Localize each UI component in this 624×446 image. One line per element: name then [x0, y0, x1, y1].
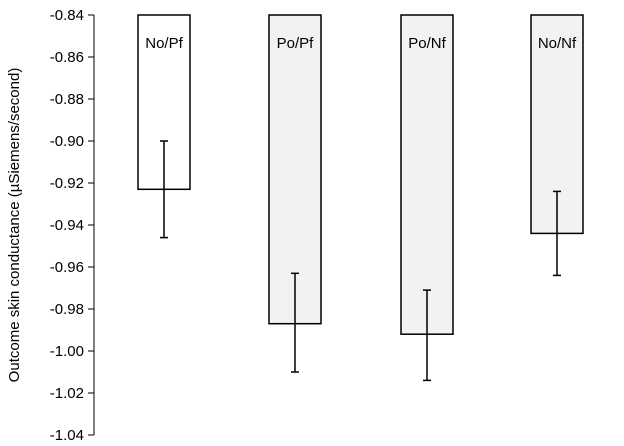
y-tick-label: -0.96 — [50, 259, 84, 276]
bar-po-pf — [268, 14, 322, 325]
y-tick-label: -0.86 — [50, 49, 84, 66]
bar-category-label: Po/Nf — [408, 35, 446, 52]
bar-po-nf — [400, 14, 454, 335]
bar-category-label: Po/Pf — [277, 35, 315, 52]
y-tick-label: -0.94 — [50, 217, 84, 234]
y-tick-label: -0.90 — [50, 133, 84, 150]
y-tick-label: -1.00 — [50, 343, 84, 360]
y-tick-label: -1.04 — [50, 427, 84, 444]
y-tick-label: -1.02 — [50, 385, 84, 402]
bar-category-label: No/Pf — [145, 35, 183, 52]
y-tick-label: -0.92 — [50, 175, 84, 192]
y-tick-label: -0.88 — [50, 91, 84, 108]
bars: No/Pf Po/Pf Po/Nf No/Nf — [137, 14, 584, 382]
y-axis-ticks: -0.84 -0.86 -0.88 -0.90 -0.92 -0.94 -0.96 -0.98… — [50, 7, 94, 444]
y-tick-label: -0.84 — [50, 7, 84, 24]
y-axis-label: Outcome skin conductance (µSiemens/secon… — [6, 68, 23, 383]
bar-category-label: No/Nf — [538, 35, 577, 52]
y-tick-label: -0.98 — [50, 301, 84, 318]
